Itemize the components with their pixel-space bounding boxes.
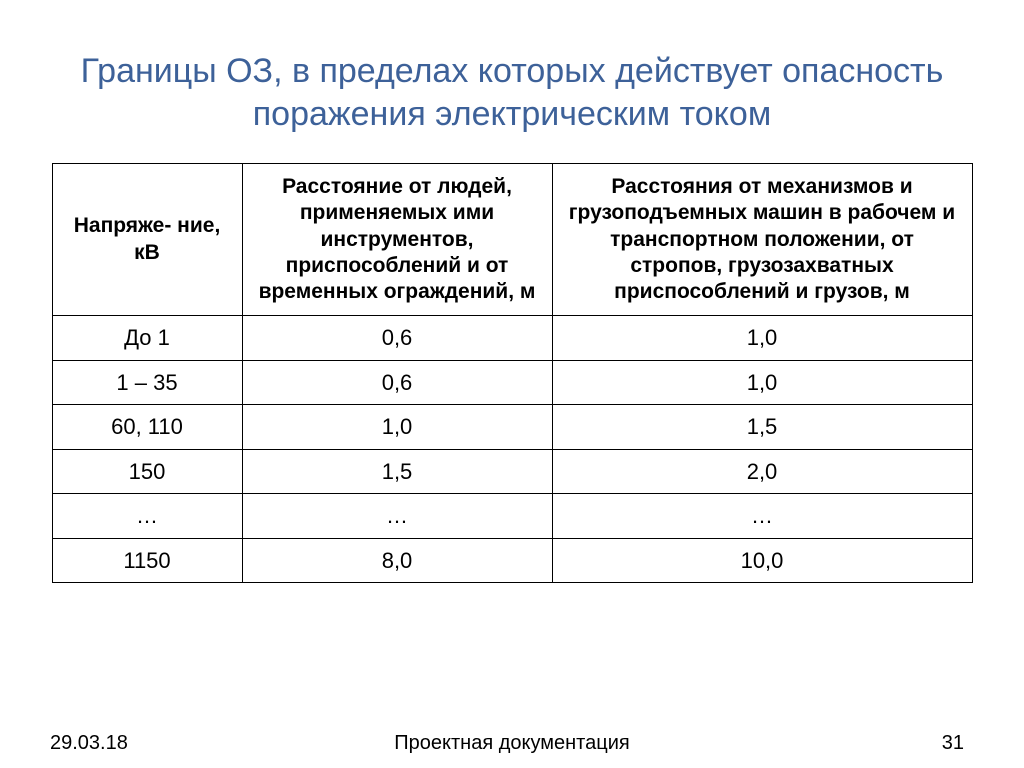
table-row: 60, 110 1,0 1,5 [52, 405, 972, 450]
cell-people: 0,6 [242, 360, 552, 405]
table-row: … … … [52, 494, 972, 539]
cell-people: 8,0 [242, 538, 552, 583]
cell-mech: 2,0 [552, 449, 972, 494]
table-row: 150 1,5 2,0 [52, 449, 972, 494]
cell-voltage: 1150 [52, 538, 242, 583]
cell-mech: … [552, 494, 972, 539]
th-voltage: Напряже- ние, кВ [52, 164, 242, 316]
slide: Границы ОЗ, в пределах которых действует… [0, 0, 1024, 768]
cell-people: 1,5 [242, 449, 552, 494]
footer-center: Проектная документация [0, 732, 1024, 755]
cell-people: 1,0 [242, 405, 552, 450]
table-row: 1150 8,0 10,0 [52, 538, 972, 583]
th-people: Расстояние от людей, применяемых ими инс… [242, 164, 552, 316]
th-mech: Расстояния от механизмов и грузоподъемны… [552, 164, 972, 316]
cell-mech: 1,0 [552, 360, 972, 405]
footer-page: 31 [942, 732, 964, 755]
table-header-row: Напряже- ние, кВ Расстояние от людей, пр… [52, 164, 972, 316]
oz-table: Напряже- ние, кВ Расстояние от людей, пр… [52, 163, 973, 583]
cell-voltage: 150 [52, 449, 242, 494]
cell-people: 0,6 [242, 316, 552, 361]
cell-mech: 1,0 [552, 316, 972, 361]
table-row: До 1 0,6 1,0 [52, 316, 972, 361]
table-row: 1 – 35 0,6 1,0 [52, 360, 972, 405]
cell-voltage: 1 – 35 [52, 360, 242, 405]
cell-voltage: … [52, 494, 242, 539]
cell-people: … [242, 494, 552, 539]
cell-voltage: До 1 [52, 316, 242, 361]
cell-voltage: 60, 110 [52, 405, 242, 450]
cell-mech: 10,0 [552, 538, 972, 583]
cell-mech: 1,5 [552, 405, 972, 450]
page-title: Границы ОЗ, в пределах которых действует… [50, 50, 974, 135]
